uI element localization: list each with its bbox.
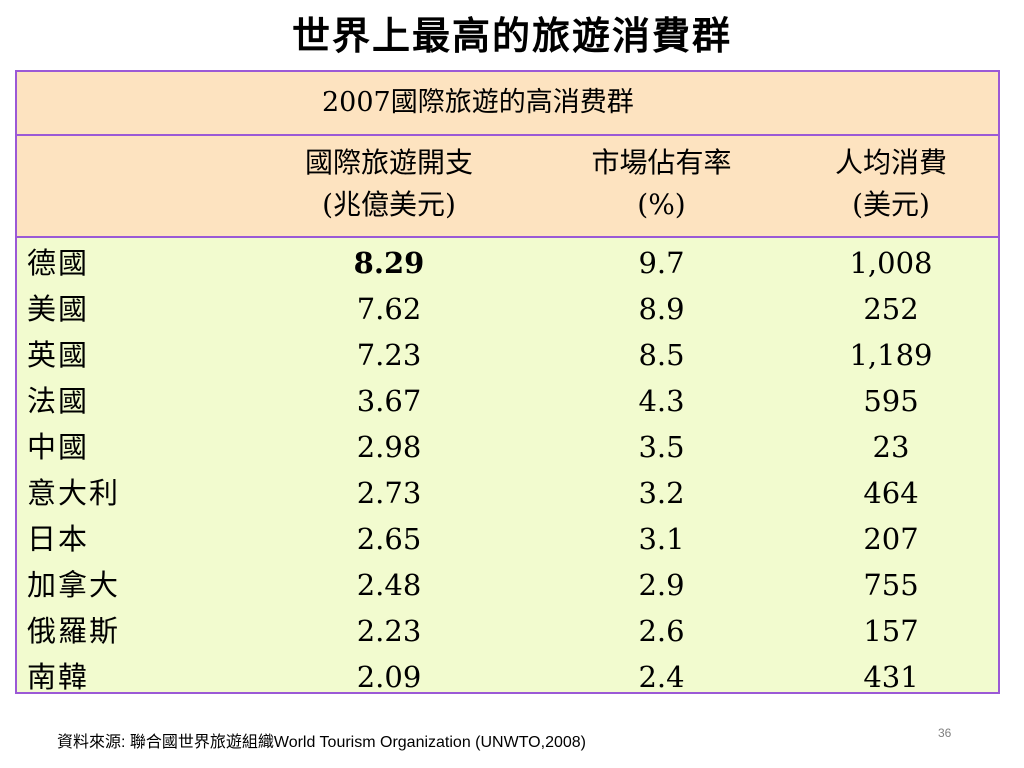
per-capita-cell: 1,189	[849, 338, 933, 372]
table-row: 俄羅斯 2.23 2.6 157	[17, 608, 998, 654]
per-capita-cell: 1,008	[849, 246, 933, 280]
spending-cell: 7.62	[356, 292, 422, 326]
table-row: 美國 7.62 8.9 252	[17, 286, 998, 332]
table-row: 南韓 2.09 2.4 431	[17, 654, 998, 700]
country-cell: 加拿大	[27, 568, 121, 602]
header-spending-line2: (兆億美元)	[322, 188, 456, 221]
page-number: 36	[938, 726, 952, 740]
share-cell: 9.7	[638, 246, 685, 280]
header-per-capita-line2: (美元)	[852, 188, 930, 221]
share-cell: 3.1	[638, 522, 685, 556]
header-spending-line1: 國際旅遊開支	[304, 146, 473, 179]
share-cell: 2.6	[638, 614, 685, 648]
per-capita-cell: 755	[863, 568, 919, 602]
per-capita-cell: 431	[863, 660, 919, 694]
table-row: 中國 2.98 3.5 23	[17, 424, 998, 470]
slide-title: 世界上最高的旅遊消費群	[291, 13, 732, 58]
share-cell: 8.5	[638, 338, 685, 372]
country-cell: 美國	[27, 292, 90, 326]
share-cell: 3.2	[638, 476, 685, 510]
share-cell: 3.5	[638, 430, 685, 464]
country-cell: 日本	[27, 522, 90, 556]
per-capita-cell: 252	[863, 292, 919, 326]
header-per-capita: 人均消費 (美元)	[784, 142, 998, 226]
spending-cell: 3.67	[356, 384, 422, 418]
per-capita-cell: 23	[872, 430, 910, 464]
header-per-capita-line1: 人均消費	[834, 146, 947, 179]
header-market-share-line2: (%)	[637, 188, 686, 221]
spending-cell: 7.23	[356, 338, 422, 372]
spending-cell: 2.65	[356, 522, 422, 556]
table-row: 英國 7.23 8.5 1,189	[17, 332, 998, 378]
share-cell: 8.9	[638, 292, 685, 326]
country-cell: 德國	[27, 246, 90, 280]
per-capita-cell: 595	[863, 384, 919, 418]
table-row: 意大利 2.73 3.2 464	[17, 470, 998, 516]
spending-cell: 2.73	[356, 476, 422, 510]
country-cell: 俄羅斯	[27, 614, 121, 648]
spending-cell: 2.48	[356, 568, 422, 602]
share-cell: 2.4	[638, 660, 685, 694]
header-spending: 國際旅遊開支 (兆億美元)	[239, 142, 539, 226]
table-row: 加拿大 2.48 2.9 755	[17, 562, 998, 608]
source-note: 資料來源: 聯合國世界旅遊組織World Tourism Organizatio…	[57, 734, 586, 751]
table-header-row: 國際旅遊開支 (兆億美元) 市場佔有率 (%) 人均消費 (美元)	[17, 136, 998, 238]
per-capita-cell: 207	[863, 522, 919, 556]
country-cell: 意大利	[27, 476, 121, 510]
country-cell: 中國	[27, 430, 90, 464]
tourism-spending-table: 2007國際旅遊的高消费群 國際旅遊開支 (兆億美元) 市場佔有率 (%) 人均…	[15, 70, 1000, 694]
header-market-share: 市場佔有率 (%)	[539, 142, 784, 226]
table-row: 法國 3.67 4.3 595	[17, 378, 998, 424]
country-cell: 法國	[27, 384, 90, 418]
table-caption: 2007國際旅遊的高消费群	[17, 72, 998, 136]
header-market-share-line1: 市場佔有率	[591, 146, 732, 179]
table-row: 德國 8.29 9.7 1,008	[17, 240, 998, 286]
table-body: 德國 8.29 9.7 1,008 美國 7.62 8.9 252 英國 7.2…	[17, 240, 998, 700]
country-cell: 南韓	[27, 660, 90, 694]
share-cell: 2.9	[638, 568, 685, 602]
spending-cell: 2.23	[356, 614, 422, 648]
table-row: 日本 2.65 3.1 207	[17, 516, 998, 562]
per-capita-cell: 464	[863, 476, 919, 510]
spending-cell: 2.09	[356, 660, 422, 694]
country-cell: 英國	[27, 338, 90, 372]
spending-cell: 2.98	[356, 430, 422, 464]
share-cell: 4.3	[638, 384, 685, 418]
per-capita-cell: 157	[863, 614, 919, 648]
spending-cell: 8.29	[353, 246, 425, 280]
